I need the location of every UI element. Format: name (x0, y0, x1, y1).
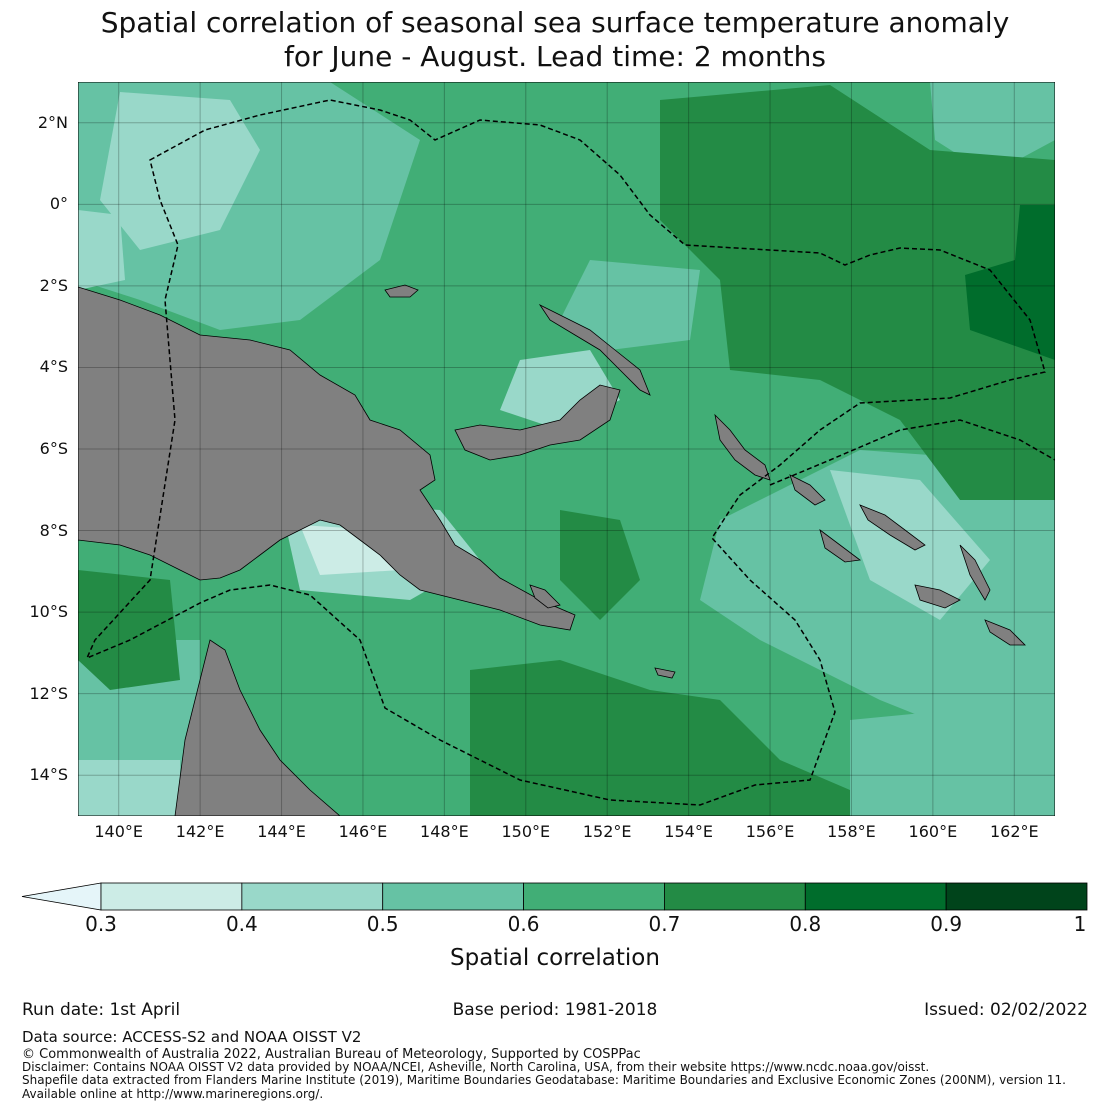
correlation-zone-0.5-coralsea-e (850, 700, 1055, 816)
issued-date: Issued: 02/02/2022 (924, 1000, 1088, 1020)
colorbar-tick-label: 0.7 (648, 912, 681, 936)
title-line-1: Spatial correlation of seasonal sea surf… (100, 6, 1010, 39)
y-tick-label: 2°S (39, 275, 68, 295)
new-ireland-island (538, 303, 651, 396)
x-tick-label: 148°E (420, 822, 469, 841)
bougainville-island (714, 413, 771, 481)
colorbar-tick-label: 0.9 (930, 912, 963, 936)
colorbar-segment (523, 882, 665, 911)
x-tick-label: 154°E (664, 822, 713, 841)
copyright-notice: © Commonwealth of Australia 2022, Austra… (22, 1047, 641, 1062)
guadalcanal-island (914, 584, 961, 609)
colorbar-tick-label: 0.3 (85, 912, 117, 936)
y-tick-label: 0° (49, 194, 68, 214)
x-tick-label: 158°E (827, 822, 876, 841)
correlation-zone-0.4-b (78, 210, 125, 290)
map-title: Spatial correlation of seasonal sea surf… (0, 6, 1110, 74)
colorbar-title: Spatial correlation (450, 945, 660, 971)
new-georgia-islands (819, 528, 862, 563)
correlation-zone-0.8-north-east (965, 205, 1055, 360)
eez-boundaries (85, 99, 1055, 806)
base-period: Base period: 1981-2018 (452, 1000, 658, 1020)
y-tick-label: 10°S (29, 602, 68, 622)
title-line-2: for June - August. Lead time: 2 months (283, 40, 826, 73)
colorbar-segment (382, 882, 524, 911)
correlation-zone-0.5-solomon (700, 450, 1055, 740)
x-tick-label: 150°E (501, 822, 551, 841)
correlation-zone-0.7-coralsea (470, 660, 850, 816)
malaita-island (959, 544, 991, 601)
y-tick-label: 12°S (29, 683, 68, 703)
x-tick-label: 144°E (257, 822, 306, 841)
data-source: Data source: ACCESS-S2 and NOAA OISST V2 (22, 1028, 362, 1046)
manus-island (384, 284, 419, 298)
makira-island (984, 619, 1026, 646)
colorbar-tick-label: 0.5 (366, 912, 399, 936)
y-tick-label: 8°S (39, 520, 68, 540)
x-tick-label: 142°E (175, 822, 225, 841)
availability-link: Available online at http://www.marinereg… (22, 1087, 324, 1101)
colorbar-tick-label: 1 (1073, 912, 1087, 936)
correlation-zone-0.4 (100, 92, 260, 250)
land-masses (78, 284, 1026, 816)
rossel-island (654, 667, 676, 679)
x-tick-label: 160°E (908, 822, 958, 841)
correlation-zone-0.7-west (78, 570, 180, 690)
y-tick-label: 4°S (39, 357, 68, 377)
cape-york-peninsula (174, 639, 341, 816)
run-date: Run date: 1st April (22, 1000, 181, 1020)
choiseul-island (789, 474, 826, 506)
disclaimer-text: Disclaimer: Contains NOAA OISST V2 data … (22, 1060, 930, 1074)
colorbar-tick-label: 0.6 (507, 912, 540, 936)
colorbar-segment (945, 882, 1088, 911)
x-tick-label: 146°E (338, 822, 388, 841)
colorbar-tick-label: 0.8 (789, 912, 822, 936)
colorbar-segment (241, 882, 384, 911)
colorbar-tick-label: 0.4 (225, 912, 258, 936)
new-britain-island (454, 384, 621, 461)
y-tick-label: 6°S (39, 439, 68, 458)
colorbar (21, 882, 1088, 911)
new-guinea-landmass (78, 286, 576, 631)
correlation-zone-0.5-south-central (560, 260, 700, 350)
colorbar-segment (804, 882, 947, 911)
graticule-lines (78, 82, 1055, 816)
louisiade-islands (529, 584, 561, 609)
colorbar-segment (100, 882, 243, 911)
colorbar-extend-min (21, 882, 102, 911)
png-eez-boundary (85, 99, 1046, 806)
x-tick-label: 140°E (94, 822, 144, 841)
solomon-eez-boundary (769, 419, 1055, 486)
correlation-zone-0.5-east (930, 82, 1055, 175)
correlation-zone-0.7-solomon-sea (560, 510, 640, 620)
correlation-zone-0.4-sw (78, 760, 180, 816)
shapefile-credit: Shapefile data extracted from Flanders M… (22, 1073, 1066, 1087)
x-tick-label: 162°E (989, 822, 1039, 841)
y-tick-label: 14°S (29, 765, 68, 785)
x-tick-label: 156°E (745, 822, 795, 841)
x-tick-label: 152°E (582, 822, 632, 841)
colorbar-segment (664, 882, 806, 911)
santa-isabel-island (859, 504, 926, 551)
y-tick-label: 2°N (37, 112, 68, 132)
